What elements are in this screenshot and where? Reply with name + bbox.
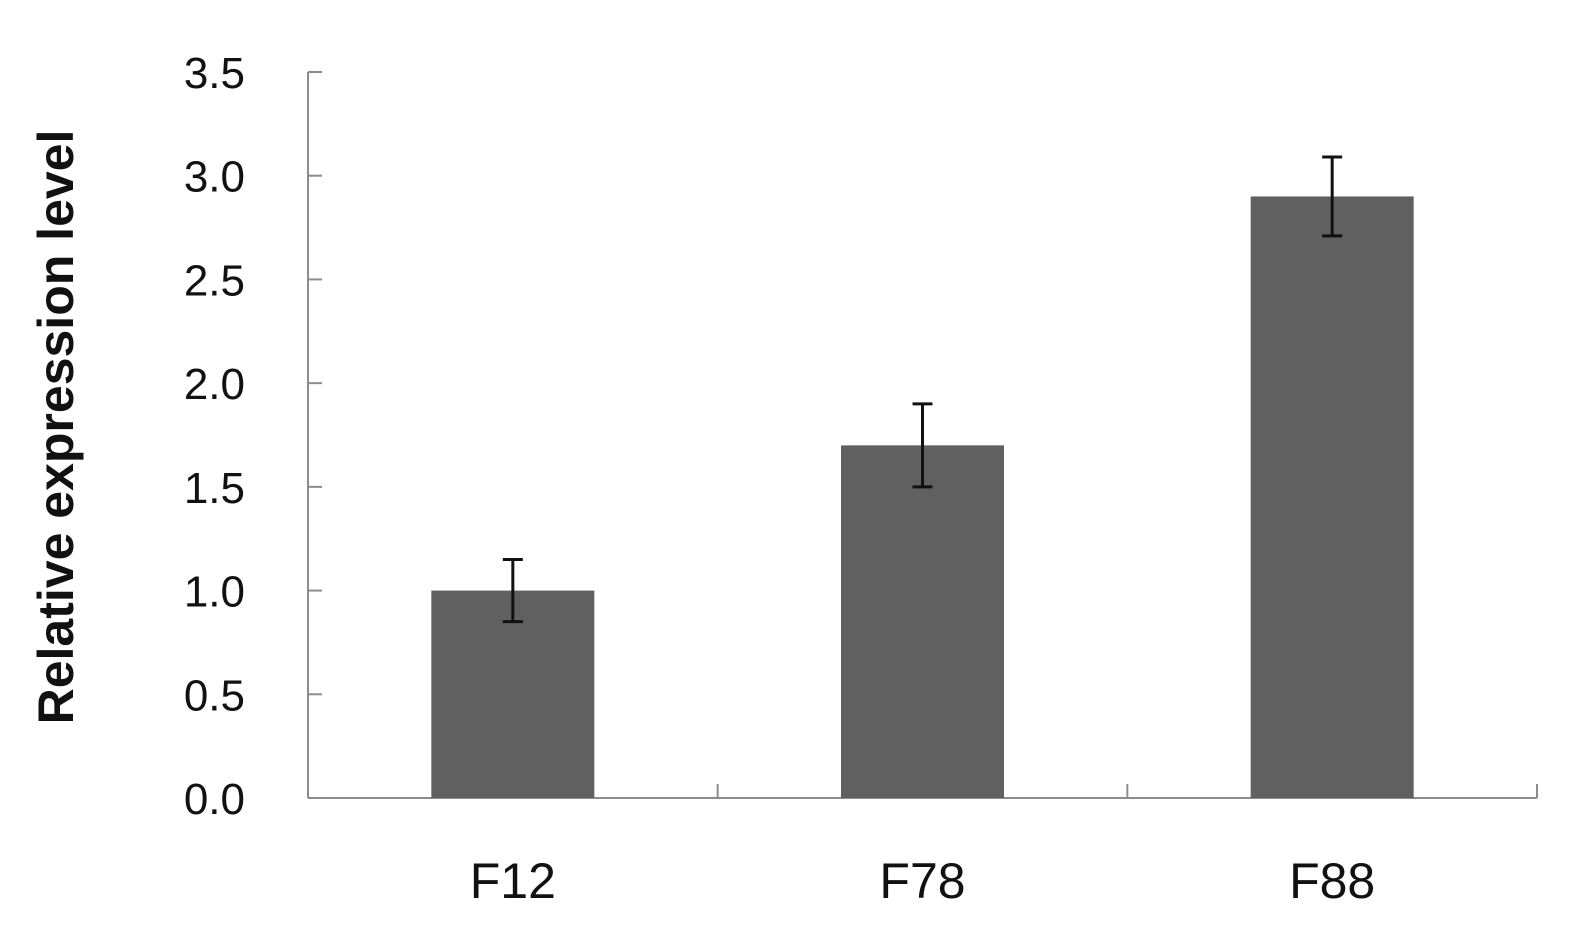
y-tick-label: 0.0 xyxy=(184,775,245,824)
x-tick-label: F88 xyxy=(1289,853,1375,909)
error-bar-f12 xyxy=(502,557,523,624)
y-tick-label: 3.0 xyxy=(184,153,245,202)
y-axis: 0.0 0.5 1.0 1.5 2.0 2.5 3.0 3.5 xyxy=(184,49,322,824)
bar-f88 xyxy=(1250,196,1414,798)
y-tick-label: 2.5 xyxy=(184,256,245,305)
error-bar-f88 xyxy=(1322,155,1343,238)
error-bar-f78 xyxy=(912,402,933,489)
error-bars xyxy=(502,155,1343,624)
y-tick-label: 1.0 xyxy=(184,568,245,617)
bar-f12 xyxy=(431,590,595,798)
y-tick-label: 1.5 xyxy=(184,464,245,513)
x-tick-label: F12 xyxy=(470,853,556,909)
bars xyxy=(431,196,1414,798)
x-tick-labels: F12 F78 F88 xyxy=(470,853,1376,909)
y-tick-label: 2.0 xyxy=(184,360,245,409)
bar-f78 xyxy=(841,445,1004,798)
x-tick-label: F78 xyxy=(879,853,965,909)
y-axis-title: Relative expression level xyxy=(28,130,84,725)
y-tick-label: 3.5 xyxy=(184,49,245,98)
y-tick-label: 0.5 xyxy=(184,671,245,720)
